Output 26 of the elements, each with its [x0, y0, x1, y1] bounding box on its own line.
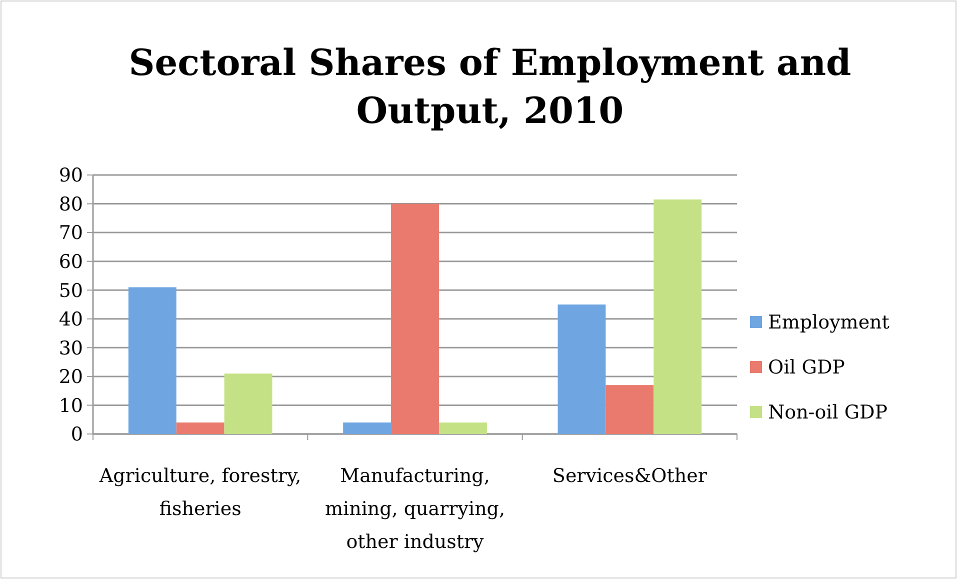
- y-tick-label: 20: [58, 366, 83, 388]
- y-tick-label: 0: [70, 424, 83, 446]
- y-tick-label: 40: [58, 308, 83, 331]
- legend-label: Employment: [768, 312, 890, 334]
- bar: [606, 385, 654, 434]
- legend-label: Oil GDP: [768, 356, 846, 379]
- x-tick-label: Agriculture, forestry, fisheries: [98, 465, 302, 520]
- y-tick-label: 70: [58, 222, 83, 244]
- bar: [176, 422, 224, 434]
- y-tick-label: 60: [58, 250, 83, 273]
- legend-label: Non-oil GDP: [768, 402, 888, 424]
- bar: [391, 204, 439, 434]
- bar: [128, 287, 176, 434]
- bar: [558, 304, 606, 434]
- y-tick-label: 90: [58, 164, 83, 187]
- x-tick-label: Services&Other: [552, 465, 708, 487]
- bar: [224, 374, 272, 434]
- bar: [343, 422, 392, 434]
- bar: [438, 422, 487, 434]
- y-tick-label: 30: [58, 337, 83, 360]
- chart-title: Sectoral Shares of Employment and Output, 2010: [128, 42, 852, 132]
- x-tick-label: Manufacturing, mining, quarrying, other industry: [324, 465, 506, 553]
- bar: [654, 199, 702, 434]
- y-tick-label: 10: [58, 394, 83, 417]
- y-tick-label: 80: [58, 193, 83, 216]
- y-tick-label: 50: [58, 280, 83, 302]
